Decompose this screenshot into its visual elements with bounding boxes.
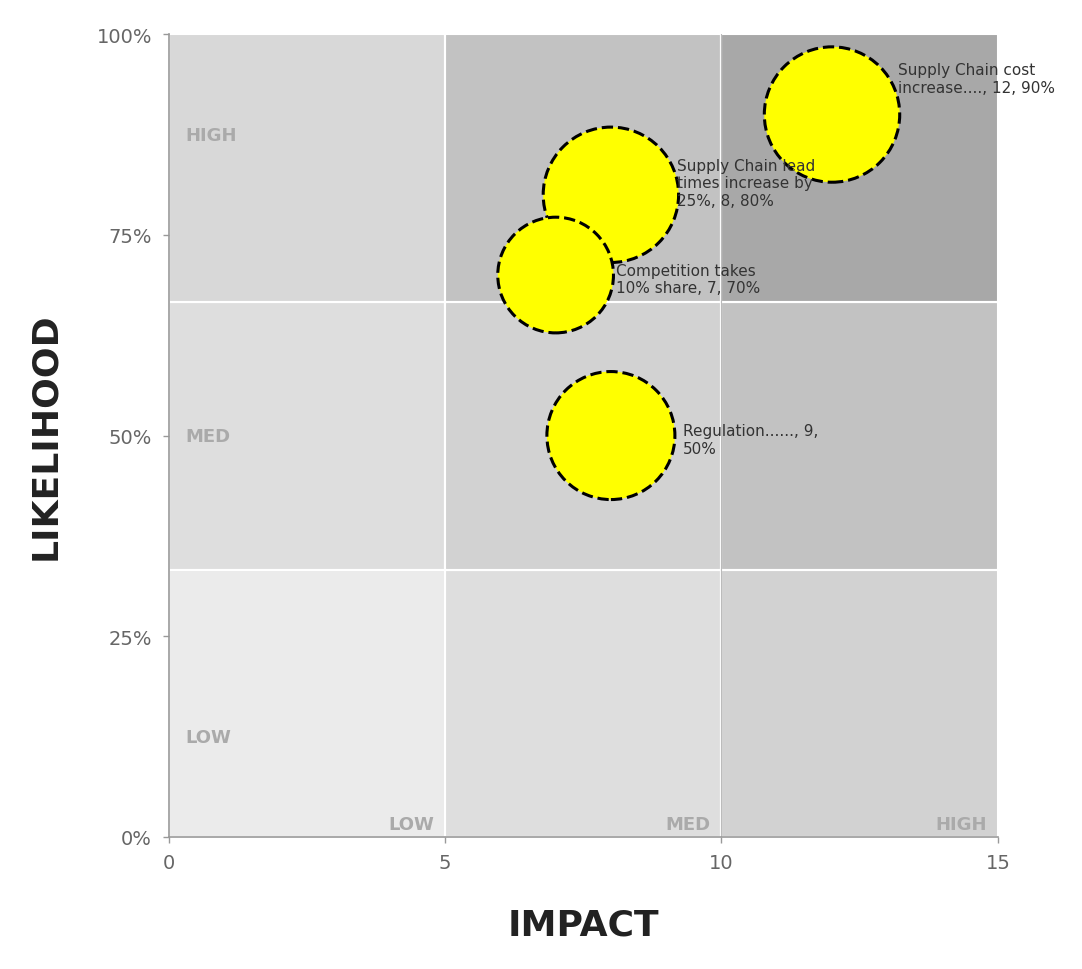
Text: Regulation......, 9,
50%: Regulation......, 9, 50%: [683, 423, 818, 456]
Bar: [722, 570, 998, 837]
Point: [547, 268, 565, 284]
Text: Supply Chain cost
increase...., 12, 90%: Supply Chain cost increase...., 12, 90%: [898, 63, 1055, 96]
Point: [603, 428, 620, 444]
Text: LOW: LOW: [185, 728, 232, 746]
Text: HIGH: HIGH: [185, 127, 237, 144]
Text: HIGH: HIGH: [935, 815, 987, 833]
Bar: [169, 35, 445, 302]
Point: [823, 108, 841, 123]
Bar: [445, 302, 722, 570]
Bar: [445, 570, 722, 837]
Text: LOW: LOW: [388, 815, 434, 833]
Text: MED: MED: [185, 427, 230, 445]
Bar: [722, 35, 998, 302]
Text: Supply Chain lead
times increase by
25%, 8, 80%: Supply Chain lead times increase by 25%,…: [677, 159, 816, 208]
Bar: [169, 570, 445, 837]
Text: MED: MED: [665, 815, 711, 833]
X-axis label: IMPACT: IMPACT: [507, 907, 659, 941]
Bar: [169, 302, 445, 570]
Text: Competition takes
10% share, 7, 70%: Competition takes 10% share, 7, 70%: [617, 264, 761, 296]
Point: [603, 188, 620, 203]
Bar: [722, 302, 998, 570]
Y-axis label: LIKELIHOOD: LIKELIHOOD: [28, 312, 62, 560]
Bar: [445, 35, 722, 302]
